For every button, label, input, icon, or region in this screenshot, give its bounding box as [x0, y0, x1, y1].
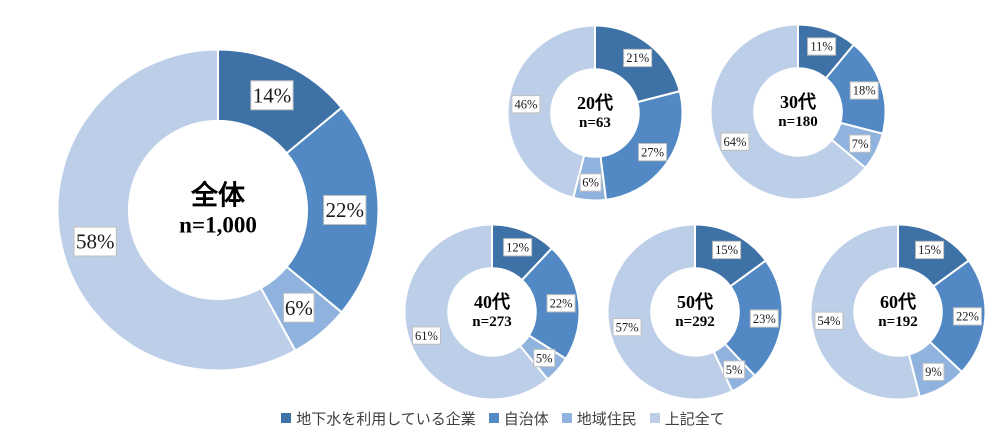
percent-label: 46% — [511, 95, 541, 114]
percent-label: 5% — [533, 348, 556, 368]
percent-label: 6% — [579, 173, 602, 192]
chart-center-title: 20代 — [577, 92, 613, 113]
chart-center-n: n=180 — [778, 113, 818, 130]
svg-text:6%: 6% — [582, 176, 599, 190]
svg-text:61%: 61% — [415, 329, 438, 343]
chart-center-label-60s: 60代 n=192 — [878, 292, 917, 332]
percent-label: 58% — [73, 226, 117, 257]
svg-text:5%: 5% — [726, 363, 743, 377]
legend-label: 地下水を利用している企業 — [296, 410, 476, 428]
percent-label: 22% — [952, 307, 982, 326]
percent-label: 23% — [749, 309, 779, 328]
percent-label: 9% — [922, 362, 945, 382]
percent-label: 27% — [638, 143, 668, 162]
percent-label: 64% — [720, 132, 750, 151]
legend-label: 自治体 — [503, 410, 549, 428]
svg-text:57%: 57% — [616, 320, 639, 334]
svg-text:9%: 9% — [925, 365, 942, 379]
chart-legend: 地下水を利用している企業 自治体 地域住民 上記全て — [0, 404, 1006, 432]
donut-ring: 15% 23% 5% 57% — [606, 223, 784, 401]
donut-chart-40s: 12% 22% 5% 61% 40代 n=273 — [403, 223, 581, 401]
percent-label: 18% — [849, 81, 879, 100]
percent-label: 21% — [623, 48, 653, 68]
chart-center-n: n=1,000 — [179, 212, 257, 238]
percent-label: 22% — [546, 294, 576, 313]
legend-label: 地域住民 — [576, 410, 637, 428]
donut-segment-3 — [709, 23, 867, 201]
svg-text:7%: 7% — [852, 137, 869, 151]
donut-segment-3 — [606, 223, 734, 401]
percent-label: 5% — [723, 360, 746, 379]
svg-text:21%: 21% — [626, 51, 649, 65]
chart-center-label-40s: 40代 n=273 — [472, 292, 511, 332]
svg-text:23%: 23% — [753, 312, 776, 326]
legend-swatch-companies — [281, 413, 292, 423]
donut-chart-overall: 14% 22% 6% 58% 全体 n=1,000 — [56, 48, 380, 372]
donut-segment-3 — [403, 223, 549, 401]
percent-label: 14% — [250, 80, 294, 111]
legend-item-companies: 地下水を利用している企業 — [281, 408, 476, 429]
chart-center-title: 30代 — [779, 91, 816, 112]
donut-segment-3 — [56, 48, 297, 372]
svg-text:64%: 64% — [724, 135, 747, 149]
svg-text:58%: 58% — [76, 230, 115, 254]
percent-label: 54% — [814, 311, 844, 330]
svg-text:46%: 46% — [514, 98, 537, 112]
chart-center-n: n=292 — [675, 313, 715, 330]
chart-center-title: 60代 — [879, 291, 916, 312]
chart-center-label-50s: 50代 n=292 — [675, 292, 714, 332]
svg-text:5%: 5% — [536, 351, 553, 365]
percent-label: 7% — [849, 134, 872, 153]
chart-center-label-20s: 20代 n=63 — [577, 93, 613, 133]
legend-swatch-all-above — [649, 413, 660, 423]
svg-text:22%: 22% — [956, 310, 979, 324]
percent-label: 12% — [503, 238, 533, 257]
chart-center-label-overall: 全体 n=1,000 — [179, 179, 257, 240]
chart-center-title: 40代 — [473, 291, 510, 312]
donut-segment-3 — [809, 223, 921, 401]
donut-ring: 11% 18% 7% 64% — [709, 23, 887, 201]
legend-item-residents: 地域住民 — [561, 408, 637, 429]
percent-label: 57% — [612, 318, 642, 337]
percent-label: 15% — [915, 240, 945, 260]
chart-center-title: 全体 — [191, 180, 245, 211]
percent-label: 61% — [411, 326, 441, 345]
donut-chart-50s: 15% 23% 5% 57% 50代 n=292 — [606, 223, 784, 401]
svg-text:22%: 22% — [326, 198, 365, 222]
legend-label: 上記全て — [664, 410, 725, 428]
svg-text:11%: 11% — [810, 40, 832, 54]
percent-label: 11% — [807, 37, 837, 56]
chart-center-n: n=63 — [579, 114, 611, 131]
legend-item-municipalities: 自治体 — [488, 408, 549, 429]
legend-item-all-above: 上記全て — [649, 408, 725, 429]
svg-text:15%: 15% — [715, 243, 738, 257]
chart-center-title: 50代 — [676, 291, 713, 312]
legend-swatch-residents — [561, 413, 572, 423]
donut-chart-30s: 11% 18% 7% 64% 30代 n=180 — [709, 23, 887, 201]
percent-label: 6% — [283, 292, 315, 323]
percent-label: 15% — [712, 240, 742, 260]
donut-ring: 15% 22% 9% 54% — [809, 223, 987, 401]
svg-text:15%: 15% — [918, 243, 941, 257]
svg-text:18%: 18% — [853, 84, 876, 98]
chart-center-n: n=273 — [472, 313, 512, 330]
svg-text:6%: 6% — [285, 296, 313, 320]
donut-ring: 12% 22% 5% 61% — [403, 223, 581, 401]
donut-ring: 21% 27% 6% 46% — [506, 24, 684, 202]
donut-segment-3 — [506, 24, 596, 199]
donut-chart-20s: 21% 27% 6% 46% 20代 n=63 — [506, 24, 684, 202]
percent-label: 22% — [323, 195, 367, 225]
chart-center-label-30s: 30代 n=180 — [778, 92, 817, 132]
svg-text:12%: 12% — [506, 241, 529, 255]
svg-text:27%: 27% — [641, 145, 664, 159]
legend-swatch-municipalities — [488, 413, 499, 423]
svg-text:54%: 54% — [817, 314, 840, 328]
svg-text:22%: 22% — [550, 297, 573, 311]
donut-chart-60s: 15% 22% 9% 54% 60代 n=192 — [809, 223, 987, 401]
chart-center-n: n=192 — [878, 313, 918, 330]
svg-text:14%: 14% — [253, 83, 291, 107]
donut-ring: 14% 22% 6% 58% — [56, 48, 380, 372]
